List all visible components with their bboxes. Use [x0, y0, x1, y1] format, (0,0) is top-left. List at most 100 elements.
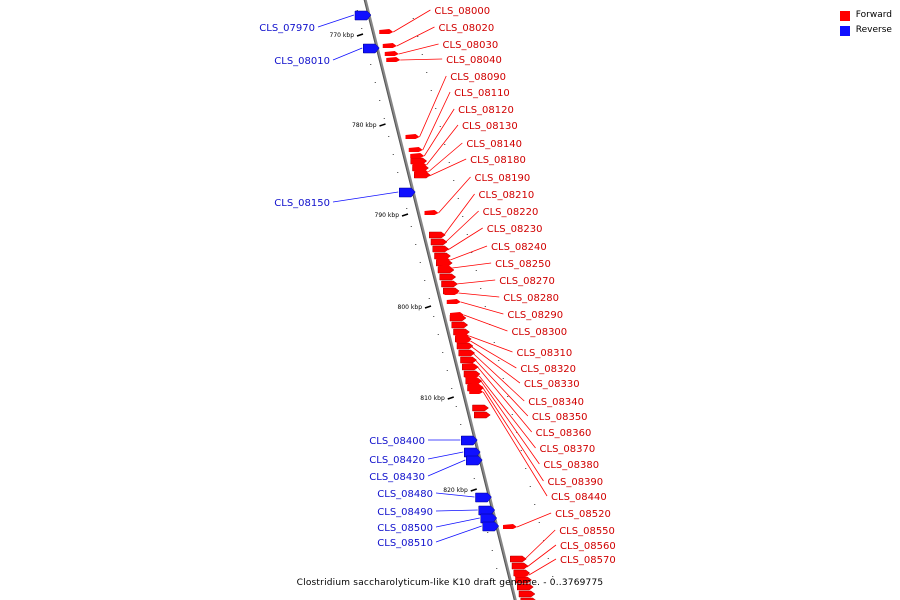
forward-gene-label[interactable]: CLS_08180 [470, 155, 526, 166]
forward-gene-label[interactable]: CLS_08210 [479, 190, 535, 201]
forward-gene-arrow [469, 389, 484, 394]
reverse-gene-arrow [464, 447, 481, 458]
forward-gene-label[interactable]: CLS_08110 [454, 88, 510, 99]
forward-gene-label[interactable]: CLS_08550 [559, 526, 615, 537]
forward-gene-label[interactable]: CLS_08290 [507, 310, 563, 321]
forward-gene-label[interactable]: CLS_08230 [487, 224, 543, 235]
track-dot [356, 10, 358, 11]
reverse-gene-arrow [480, 513, 498, 524]
reverse-gene-label[interactable]: CLS_07970 [259, 23, 315, 34]
reverse-gene-label[interactable]: CLS_08430 [369, 472, 425, 483]
reverse-gene-arrow [478, 505, 496, 516]
forward-gene-arrow [382, 43, 397, 48]
reverse-gene-label[interactable]: CLS_08510 [377, 538, 433, 549]
legend-reverse: Reverse [839, 23, 892, 38]
forward-gene-label[interactable]: CLS_08040 [446, 55, 502, 66]
track-dot [498, 360, 500, 361]
reverse-leader-line [427, 451, 464, 460]
forward-gene-arrow [408, 147, 423, 152]
forward-gene-label[interactable]: CLS_08280 [503, 293, 559, 304]
forward-gene-arrow [513, 564, 527, 569]
track-dot [471, 252, 473, 253]
forward-gene-label[interactable]: CLS_08300 [511, 327, 567, 338]
forward-gene-label[interactable]: CLS_08220 [483, 207, 539, 218]
forward-gene-label[interactable]: CLS_08270 [499, 276, 555, 287]
track-dot [520, 450, 522, 451]
track-dot [424, 280, 426, 281]
forward-gene-arrow [384, 51, 399, 56]
forward-leader-line [452, 262, 492, 269]
forward-gene-arrow [410, 153, 425, 158]
forward-gene-label[interactable]: CLS_08380 [543, 460, 599, 471]
track-dot [534, 504, 536, 505]
forward-gene-label[interactable]: CLS_08120 [458, 105, 514, 116]
forward-gene-label[interactable]: CLS_08090 [450, 72, 506, 83]
track-dot [552, 576, 554, 577]
reverse-gene-arrow [461, 435, 478, 446]
track-dot [453, 180, 455, 181]
scale-tick [424, 305, 432, 309]
track-dot [435, 108, 437, 109]
forward-gene-label[interactable]: CLS_08370 [540, 444, 596, 455]
forward-gene-label[interactable]: CLS_08030 [443, 40, 499, 51]
forward-gene-arrow [412, 162, 427, 167]
forward-gene-arrow [511, 556, 525, 561]
forward-gene-arrow [503, 524, 517, 529]
reverse-gene-label[interactable]: CLS_08420 [369, 455, 425, 466]
forward-leader-line [478, 375, 536, 449]
forward-gene-label[interactable]: CLS_08130 [462, 121, 518, 132]
reverse-gene-label[interactable]: CLS_08010 [274, 56, 330, 67]
forward-gene-label[interactable]: CLS_08340 [528, 397, 584, 408]
track-dot [370, 64, 372, 65]
forward-gene-arrow [438, 265, 453, 270]
reverse-gene-label[interactable]: CLS_08490 [377, 507, 433, 518]
forward-gene-label[interactable]: CLS_08020 [438, 23, 494, 34]
forward-gene-label[interactable]: CLS_08250 [495, 259, 551, 270]
forward-gene-label[interactable]: CLS_08440 [551, 492, 607, 503]
track-dot [547, 558, 549, 559]
track-dot [397, 172, 399, 173]
forward-leader-line [429, 158, 467, 177]
forward-gene-arrow [433, 247, 448, 252]
forward-gene-label[interactable]: CLS_08140 [466, 139, 522, 150]
forward-gene-label[interactable]: CLS_08520 [555, 509, 611, 520]
forward-gene-label[interactable]: CLS_08330 [524, 379, 580, 390]
forward-leader-line [470, 340, 517, 369]
forward-gene-feature [515, 576, 532, 584]
forward-gene-label[interactable]: CLS_08560 [560, 541, 616, 552]
forward-leader-line [456, 279, 496, 285]
track-dot [451, 388, 453, 389]
forward-swatch [839, 10, 850, 21]
scale-label: 790 kbp [375, 212, 400, 219]
track-dot [442, 352, 444, 353]
forward-gene-feature [472, 404, 489, 412]
track-dot [475, 270, 477, 271]
track-dot [480, 288, 482, 289]
forward-gene-label[interactable]: CLS_08350 [532, 412, 588, 423]
forward-leader-line [460, 301, 504, 315]
forward-gene-label[interactable]: CLS_08000 [434, 6, 490, 17]
forward-leader-line [528, 558, 557, 576]
forward-leader-line [438, 176, 471, 214]
forward-gene-arrow [415, 173, 430, 178]
forward-leader-line [419, 75, 447, 138]
legend-forward-label: Forward [855, 10, 892, 20]
forward-gene-label[interactable]: CLS_08570 [560, 555, 616, 566]
reverse-gene-label[interactable]: CLS_08400 [369, 436, 425, 447]
forward-gene-label[interactable]: CLS_08320 [520, 364, 576, 375]
forward-gene-label[interactable]: CLS_08310 [516, 348, 572, 359]
track-dot [457, 198, 459, 199]
forward-gene-label[interactable]: CLS_08190 [474, 173, 530, 184]
forward-gene-arrow [386, 57, 401, 62]
track-dot [419, 262, 421, 263]
track-dot [392, 154, 394, 155]
track-dot [406, 208, 408, 209]
forward-gene-label[interactable]: CLS_08390 [547, 477, 603, 488]
forward-leader-line [393, 9, 431, 33]
reverse-gene-label[interactable]: CLS_08480 [377, 489, 433, 500]
reverse-gene-label[interactable]: CLS_08500 [377, 523, 433, 534]
reverse-gene-label[interactable]: CLS_08150 [274, 198, 330, 209]
forward-gene-feature [439, 273, 457, 281]
forward-gene-label[interactable]: CLS_08240 [491, 242, 547, 253]
forward-gene-label[interactable]: CLS_08360 [536, 428, 592, 439]
